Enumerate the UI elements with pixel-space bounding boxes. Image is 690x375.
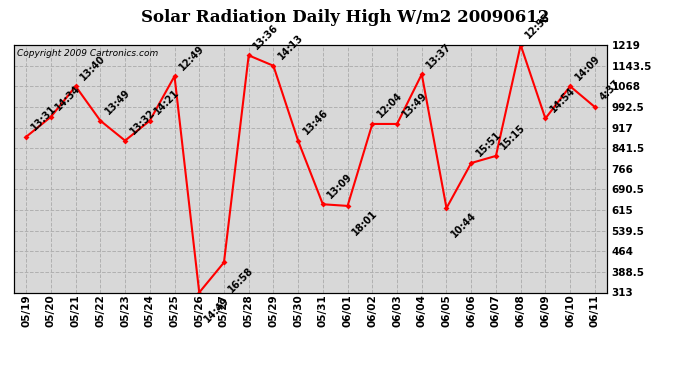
Text: 14:09: 14:09 xyxy=(573,53,602,82)
Text: 14:49: 14:49 xyxy=(202,295,231,324)
Text: 13:32: 13:32 xyxy=(128,108,157,136)
Text: 13:49: 13:49 xyxy=(400,91,428,120)
Text: Solar Radiation Daily High W/m2 20090612: Solar Radiation Daily High W/m2 20090612 xyxy=(141,9,549,26)
Text: 13:31: 13:31 xyxy=(29,104,58,133)
Text: 12:49: 12:49 xyxy=(177,43,206,72)
Text: 13:36: 13:36 xyxy=(251,22,280,51)
Text: 16:58: 16:58 xyxy=(227,265,256,294)
Text: 14:54: 14:54 xyxy=(548,86,577,114)
Text: 14:21: 14:21 xyxy=(152,87,181,117)
Text: 4:37: 4:37 xyxy=(598,79,622,103)
Text: 18:01: 18:01 xyxy=(351,209,380,238)
Text: 13:09: 13:09 xyxy=(326,171,355,200)
Text: 13:46: 13:46 xyxy=(301,108,330,137)
Text: 12:55: 12:55 xyxy=(524,12,553,41)
Text: 14:13: 14:13 xyxy=(276,33,305,62)
Text: 13:37: 13:37 xyxy=(424,41,453,70)
Text: 10:44: 10:44 xyxy=(449,211,478,240)
Text: 13:49: 13:49 xyxy=(103,87,132,117)
Text: Copyright 2009 Cartronics.com: Copyright 2009 Cartronics.com xyxy=(17,49,158,58)
Text: 14:34: 14:34 xyxy=(54,84,83,112)
Text: 13:40: 13:40 xyxy=(79,53,108,82)
Text: 15:51: 15:51 xyxy=(474,130,503,159)
Text: 15:15: 15:15 xyxy=(499,123,528,152)
Text: 12:04: 12:04 xyxy=(375,91,404,120)
